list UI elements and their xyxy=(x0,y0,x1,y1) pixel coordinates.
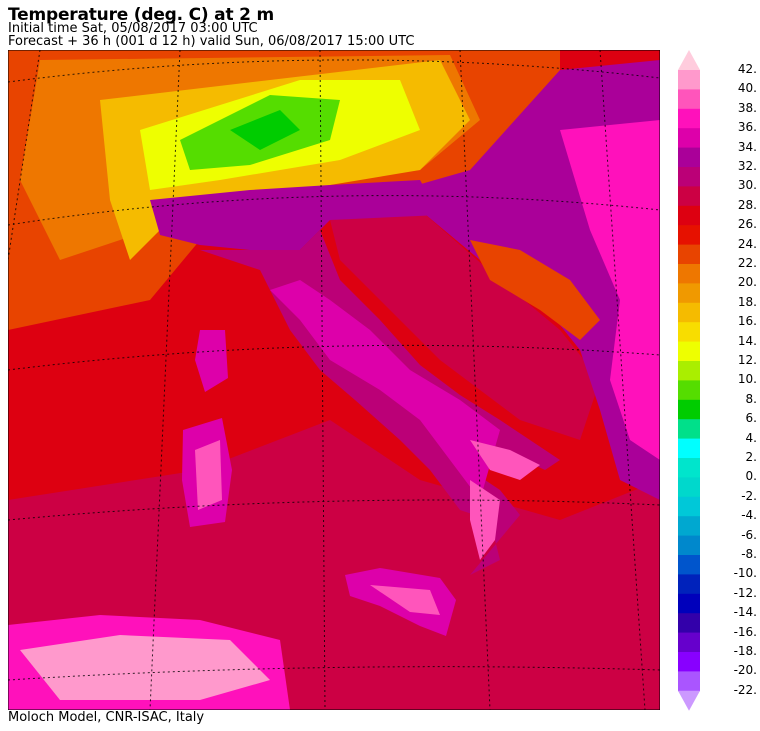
colorbar-label: 42. xyxy=(737,62,757,76)
colorbar-label: -6. xyxy=(741,527,757,542)
colorbar-label: -16. xyxy=(733,624,757,639)
colorbar-label: -4. xyxy=(741,508,757,523)
graticule xyxy=(8,50,660,710)
colorbar-swatch xyxy=(678,593,700,614)
colorbar-label: 14. xyxy=(737,333,757,348)
colorbar-swatch xyxy=(678,70,700,90)
colorbar-label: 18. xyxy=(737,294,757,309)
colorbar-swatch xyxy=(678,555,700,575)
colorbar-swatch xyxy=(678,380,700,401)
colorbar-label: 4. xyxy=(745,430,757,445)
colorbar-swatch xyxy=(678,225,700,246)
colorbar-label: 30. xyxy=(737,178,757,193)
temperature-map xyxy=(8,50,660,710)
colorbar-swatch xyxy=(678,419,700,440)
colorbar-label: 2. xyxy=(745,450,757,464)
colorbar-label: 8. xyxy=(745,391,757,406)
colorbar-label: 10. xyxy=(737,372,757,387)
colorbar-swatch xyxy=(678,613,700,634)
colorbar-above-triangle xyxy=(678,50,700,70)
colorbar-label: 20. xyxy=(737,275,757,290)
apulia-hot xyxy=(470,440,540,480)
colorbar-swatch xyxy=(678,264,700,284)
colorbar-swatch xyxy=(678,89,700,110)
colorbar-swatch xyxy=(678,438,700,459)
colorbar-swatch xyxy=(678,108,700,129)
alps-core xyxy=(230,110,300,150)
colorbar-label: 36. xyxy=(737,120,757,135)
model-credit: Moloch Model, CNR-ISAC, Italy xyxy=(8,710,205,725)
forecast-valid-time: Forecast + 36 h (001 d 12 h) valid Sun, … xyxy=(8,34,415,49)
peninsula-hot xyxy=(270,280,500,500)
adriatic-sea xyxy=(330,210,600,440)
colorbar-label: 34. xyxy=(737,139,757,154)
north-africa-hot xyxy=(20,635,270,700)
colorbar-label: -14. xyxy=(733,605,757,620)
colorbar-label: -2. xyxy=(741,488,757,503)
colorbar-label: 38. xyxy=(737,100,757,115)
sardinia-hot xyxy=(195,440,222,510)
colorbar-label: 28. xyxy=(737,197,757,212)
colorbar-swatch xyxy=(678,128,700,149)
colorbar-label: -12. xyxy=(733,585,757,600)
colorbar-swatch xyxy=(678,283,700,304)
colorbar-swatch xyxy=(678,458,700,478)
colorbar-label: 0. xyxy=(745,469,757,484)
colorbar-label: -20. xyxy=(733,663,757,678)
colorbar-swatch xyxy=(678,652,700,672)
colorbar-swatch xyxy=(678,361,700,381)
initial-time: Initial time Sat, 05/08/2017 03:00 UTC xyxy=(8,21,258,36)
balkans-orange-highlands xyxy=(470,240,600,340)
colorbar-label: 6. xyxy=(745,411,757,426)
colorbar-swatch xyxy=(678,671,700,692)
map-title: Temperature (deg. C) at 2 m xyxy=(8,5,274,25)
colorbar-swatch xyxy=(678,574,700,595)
colorbar-swatch xyxy=(678,516,700,537)
colorbar-label: -8. xyxy=(741,547,757,561)
colorbar-swatch xyxy=(678,477,700,498)
colorbar-label: 26. xyxy=(737,217,757,232)
colorbar-swatch xyxy=(678,632,700,653)
colorbar-label: -10. xyxy=(733,566,757,581)
colorbar-label: 12. xyxy=(737,353,757,367)
colorbar-graphic xyxy=(678,50,700,711)
colorbar-swatch xyxy=(678,167,700,187)
colorbar-label: 24. xyxy=(737,236,757,251)
colorbar-below-triangle xyxy=(678,690,700,711)
balkans-hot xyxy=(560,120,660,460)
colorbar-swatch xyxy=(678,302,700,323)
po-valley xyxy=(150,180,440,250)
colorbar-label: 22. xyxy=(737,256,757,270)
colorbar xyxy=(678,50,700,712)
colorbar-swatch xyxy=(678,399,700,420)
colorbar-swatch xyxy=(678,205,700,226)
colorbar-label: 40. xyxy=(737,81,757,96)
colorbar-swatch xyxy=(678,186,700,207)
colorbar-swatch xyxy=(678,244,700,265)
colorbar-label: -22. xyxy=(733,682,757,697)
colorbar-swatch xyxy=(678,322,700,343)
colorbar-swatch xyxy=(678,535,700,556)
corsica xyxy=(195,330,228,392)
colorbar-swatch xyxy=(678,341,700,362)
colorbar-label: 32. xyxy=(737,159,757,173)
colorbar-label: -18. xyxy=(733,644,757,658)
colorbar-swatch xyxy=(678,147,700,168)
colorbar-label: 16. xyxy=(737,314,757,329)
colorbar-swatch xyxy=(678,496,700,517)
sicily-hot xyxy=(370,585,440,615)
